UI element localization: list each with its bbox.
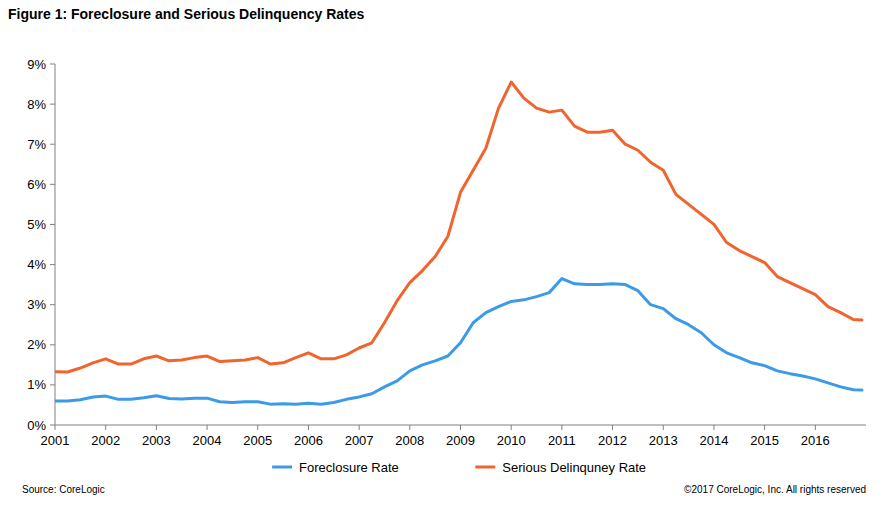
x-tick: [460, 425, 461, 430]
series-line: [55, 82, 862, 372]
legend-label: Foreclosure Rate: [299, 460, 399, 475]
y-tick: [50, 344, 55, 345]
series-line: [55, 279, 862, 405]
x-tick-label: 2014: [699, 433, 728, 448]
legend: Foreclosure Rate Serious Delinquney Rate: [272, 460, 646, 475]
y-tick-label: 6%: [27, 177, 46, 192]
x-tick-label: 2009: [446, 433, 475, 448]
legend-swatch: [272, 466, 292, 469]
y-tick-label: 7%: [27, 137, 46, 152]
x-tick-label: 2007: [345, 433, 374, 448]
x-tick-label: 2006: [294, 433, 323, 448]
x-tick-label: 2016: [801, 433, 830, 448]
y-tick-label: 5%: [27, 217, 46, 232]
x-tick-label: 2011: [548, 433, 576, 448]
y-tick-label: 0%: [27, 418, 46, 433]
y-tick-label: 3%: [27, 297, 46, 312]
x-tick: [764, 425, 765, 430]
x-tick: [663, 425, 664, 430]
x-tick-label: 2002: [91, 433, 120, 448]
x-tick: [612, 425, 613, 430]
x-tick: [105, 425, 106, 430]
y-tick-label: 8%: [27, 97, 46, 112]
y-tick: [50, 144, 55, 145]
x-tick-label: 2015: [750, 433, 779, 448]
y-tick: [50, 425, 55, 426]
y-tick: [50, 224, 55, 225]
axes: 0% 1% 2% 3% 4% 5% 6% 7% 8% 9% 2001 2002 2003 2004 2005…: [27, 57, 866, 449]
x-tick: [359, 425, 360, 430]
y-tick: [50, 304, 55, 305]
x-tick: [511, 425, 512, 430]
chart: Figure 1: Foreclosure and Serious Delinq…: [0, 0, 886, 509]
y-tick: [50, 264, 55, 265]
x-tick-label: 2010: [497, 433, 526, 448]
x-tick-label: 2013: [649, 433, 678, 448]
y-tick: [50, 384, 55, 385]
annotation: ©2017 CoreLogic, Inc. All rights reserve…: [684, 484, 866, 495]
y-tick: [50, 104, 55, 105]
x-tick: [561, 425, 562, 430]
x-tick: [257, 425, 258, 430]
y-tick: [50, 64, 55, 65]
y-tick: [50, 184, 55, 185]
legend-swatch: [475, 466, 495, 469]
x-tick: [815, 425, 816, 430]
y-tick-label: 4%: [27, 257, 46, 272]
x-tick: [713, 425, 714, 430]
legend-label: Serious Delinquney Rate: [502, 460, 646, 475]
y-tick-label: 1%: [27, 377, 46, 392]
x-tick: [156, 425, 157, 430]
x-tick: [55, 425, 56, 430]
x-axis-line: [55, 425, 866, 426]
background: [0, 0, 886, 509]
plot-area: [55, 82, 862, 404]
y-tick-label: 2%: [27, 337, 46, 352]
x-tick-label: 2004: [193, 433, 222, 448]
x-tick: [308, 425, 309, 430]
x-tick-label: 2001: [41, 433, 70, 448]
x-tick: [409, 425, 410, 430]
y-tick-label: 9%: [27, 57, 46, 72]
x-tick-label: 2012: [598, 433, 627, 448]
title: Figure 1: Foreclosure and Serious Delinq…: [8, 6, 365, 22]
x-tick-label: 2003: [142, 433, 171, 448]
x-tick-label: 2008: [395, 433, 424, 448]
x-tick-label: 2005: [243, 433, 272, 448]
annotation: Source: CoreLogic: [22, 484, 105, 495]
x-tick: [207, 425, 208, 430]
